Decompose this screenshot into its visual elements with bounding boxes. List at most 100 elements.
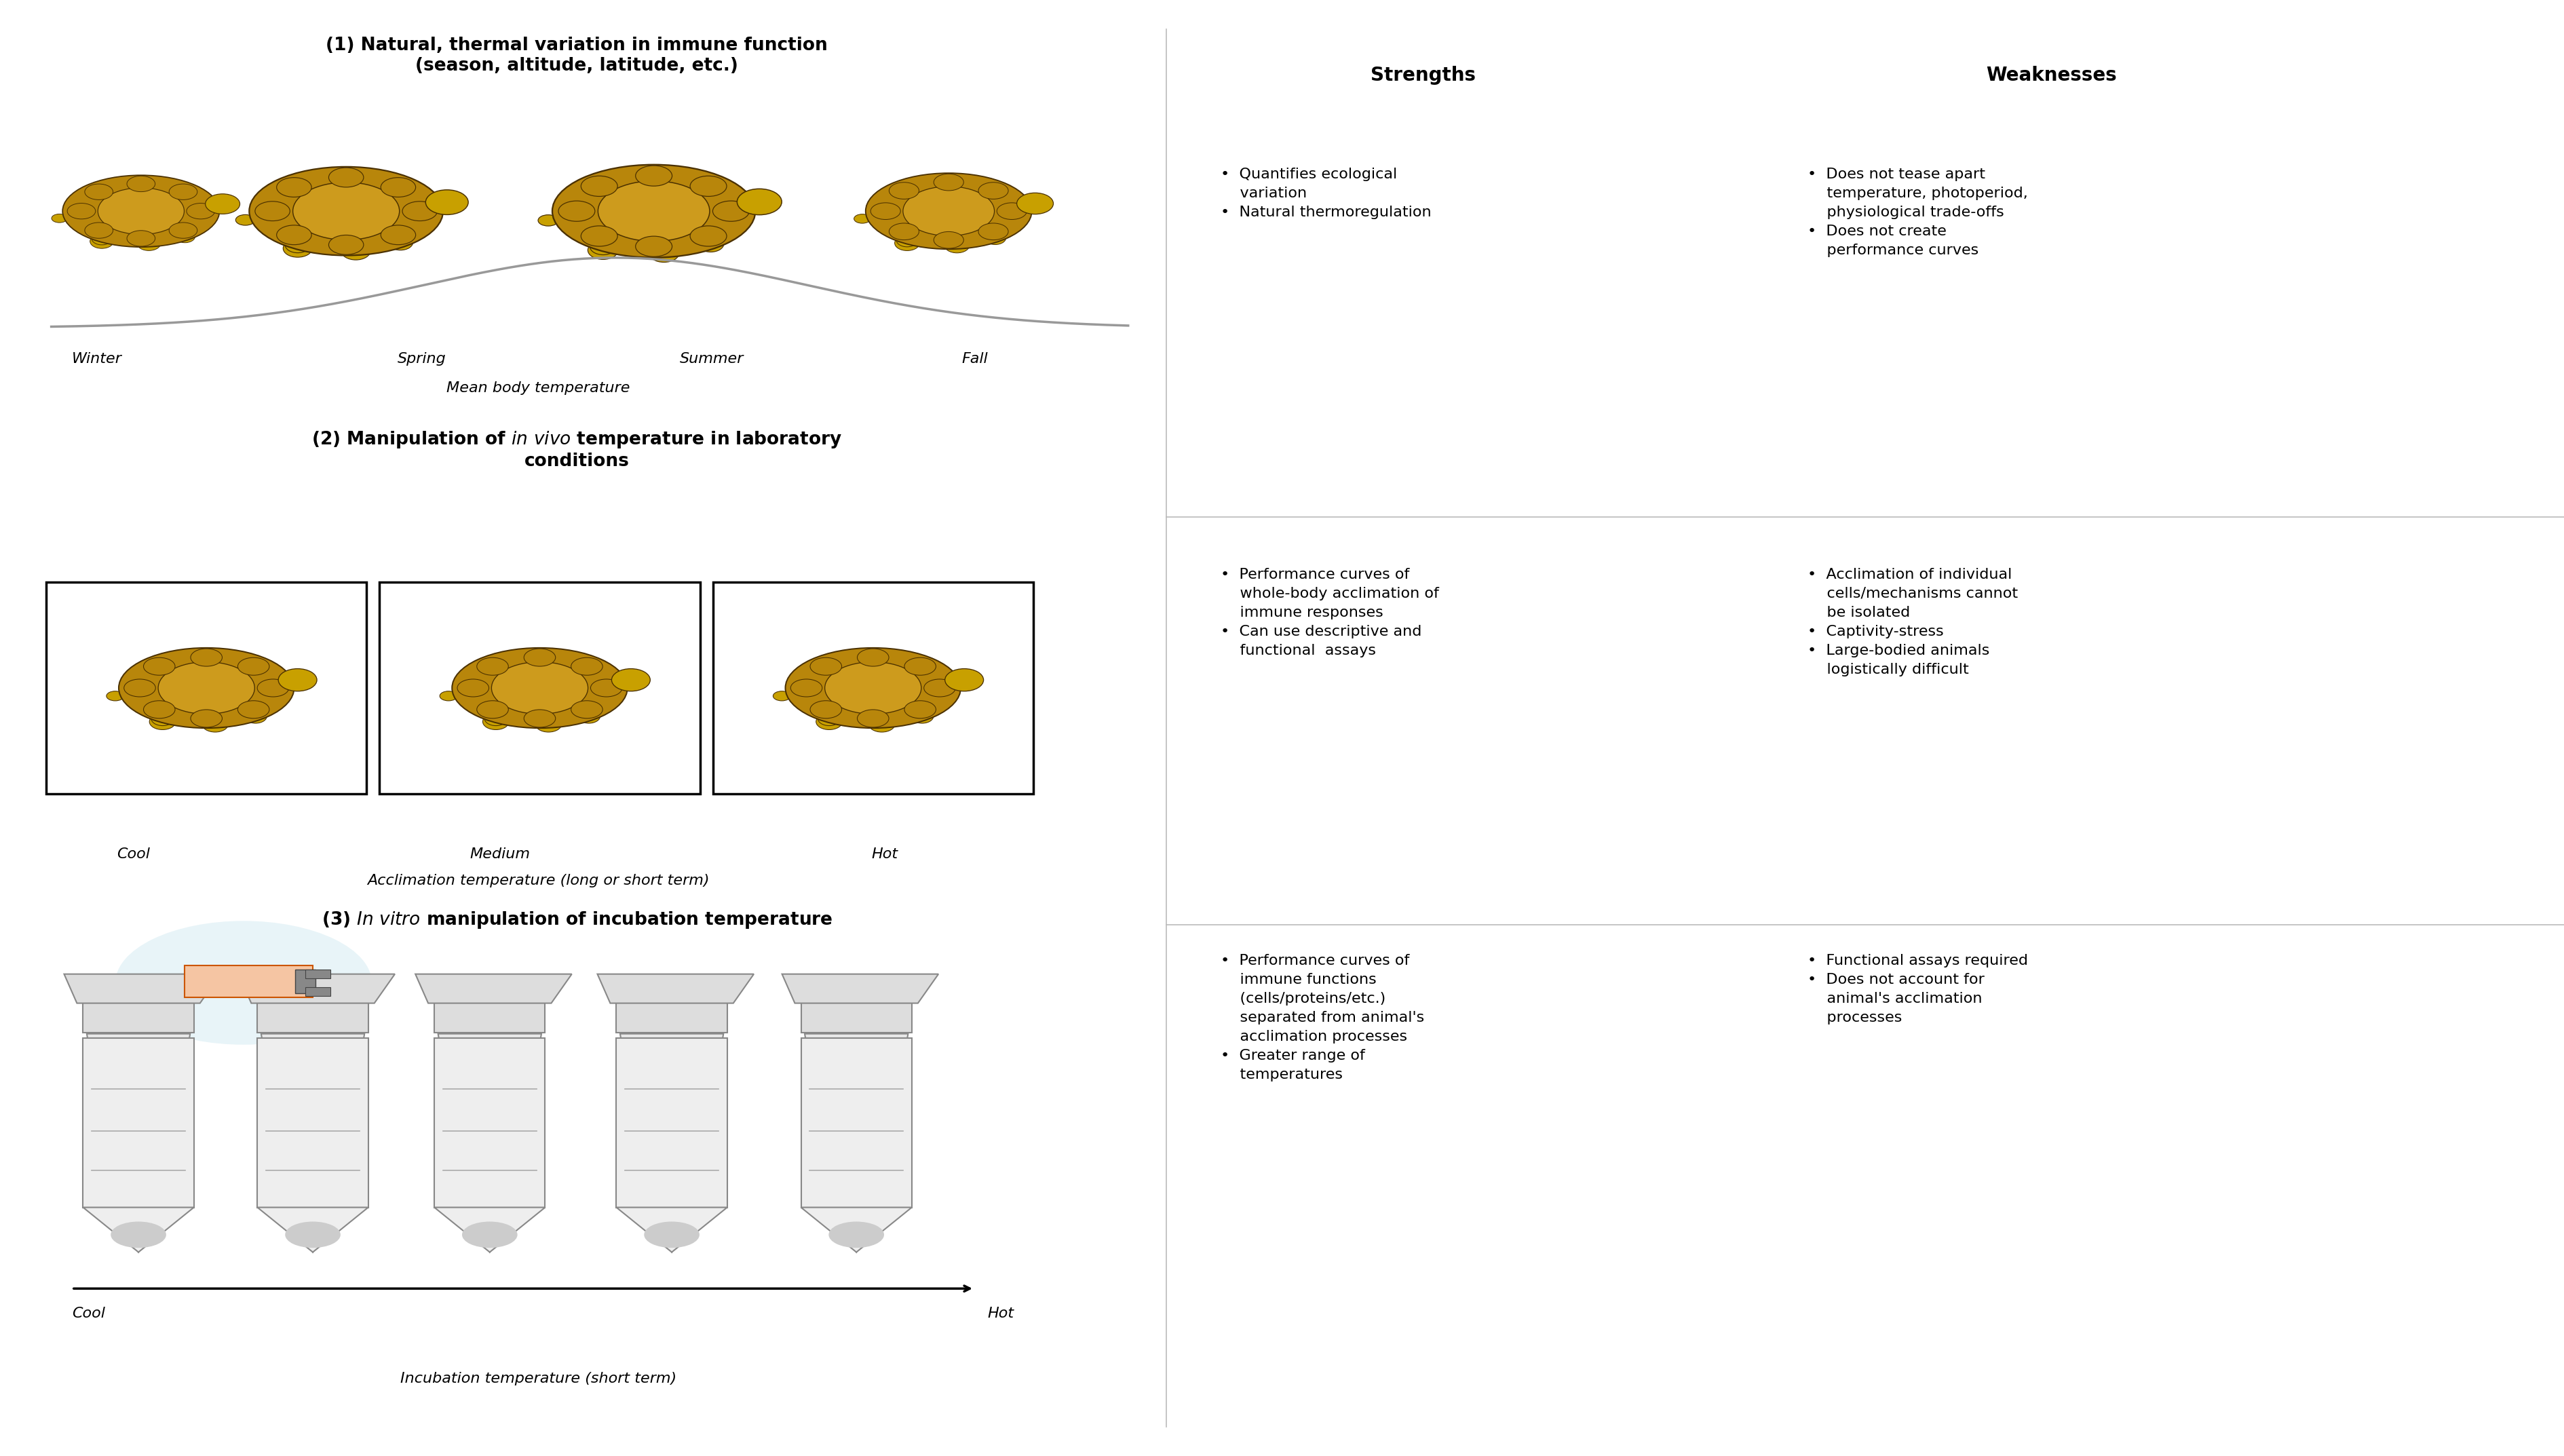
Ellipse shape — [636, 236, 672, 256]
Polygon shape — [438, 1034, 541, 1252]
Ellipse shape — [905, 658, 936, 676]
Text: Spring: Spring — [397, 352, 446, 365]
Ellipse shape — [572, 658, 603, 676]
Ellipse shape — [403, 201, 438, 221]
Ellipse shape — [818, 711, 841, 725]
Ellipse shape — [890, 223, 918, 240]
Bar — [800, 1038, 913, 1207]
Text: •  Performance curves of
    immune functions
    (cells/proteins/etc.)
    sepa: • Performance curves of immune functions… — [1220, 954, 1423, 1082]
Polygon shape — [805, 1034, 908, 1252]
Bar — [82, 1000, 195, 1032]
Ellipse shape — [523, 709, 556, 727]
Ellipse shape — [169, 183, 197, 199]
Ellipse shape — [790, 678, 823, 697]
Ellipse shape — [697, 236, 723, 252]
Bar — [305, 987, 331, 996]
Text: Hot: Hot — [987, 1306, 1013, 1321]
Ellipse shape — [485, 711, 508, 725]
Ellipse shape — [190, 709, 223, 727]
Text: Weaknesses: Weaknesses — [1985, 66, 2118, 84]
Ellipse shape — [644, 1222, 700, 1248]
Ellipse shape — [285, 237, 310, 253]
Ellipse shape — [890, 182, 918, 199]
Ellipse shape — [828, 1222, 885, 1248]
Text: Acclimation temperature (long or short term): Acclimation temperature (long or short t… — [367, 874, 710, 887]
Ellipse shape — [136, 236, 162, 250]
Ellipse shape — [923, 678, 956, 697]
Polygon shape — [433, 1207, 546, 1252]
Ellipse shape — [582, 226, 618, 246]
Ellipse shape — [67, 204, 95, 218]
Ellipse shape — [774, 692, 790, 700]
Ellipse shape — [872, 202, 900, 220]
Ellipse shape — [292, 182, 400, 240]
Bar — [615, 1000, 728, 1032]
Polygon shape — [87, 1034, 190, 1252]
Ellipse shape — [187, 204, 215, 218]
Ellipse shape — [826, 662, 920, 713]
Ellipse shape — [256, 678, 290, 697]
Ellipse shape — [110, 1222, 167, 1248]
Text: Strengths: Strengths — [1369, 66, 1477, 84]
Text: (2) Manipulation of $\mathit{in\ vivo}$ temperature in laboratory
conditions: (2) Manipulation of $\mathit{in\ vivo}$ … — [313, 430, 841, 470]
Ellipse shape — [441, 692, 456, 700]
Polygon shape — [256, 1207, 369, 1252]
Ellipse shape — [895, 236, 920, 250]
Ellipse shape — [92, 232, 113, 245]
Ellipse shape — [979, 182, 1008, 199]
Polygon shape — [262, 1034, 364, 1252]
Polygon shape — [415, 974, 572, 1003]
Ellipse shape — [538, 215, 559, 226]
Ellipse shape — [933, 232, 964, 249]
Text: Summer: Summer — [679, 352, 744, 365]
Ellipse shape — [382, 178, 415, 197]
Ellipse shape — [328, 167, 364, 188]
Ellipse shape — [944, 237, 969, 253]
Ellipse shape — [613, 668, 651, 692]
Ellipse shape — [577, 709, 600, 724]
Ellipse shape — [236, 214, 254, 226]
Ellipse shape — [97, 188, 185, 234]
Ellipse shape — [536, 716, 562, 732]
Polygon shape — [782, 974, 938, 1003]
Bar — [800, 1000, 913, 1032]
Bar — [295, 970, 315, 993]
Ellipse shape — [85, 223, 113, 239]
Ellipse shape — [169, 223, 197, 239]
Ellipse shape — [985, 232, 1005, 245]
Ellipse shape — [387, 234, 413, 250]
Ellipse shape — [482, 713, 510, 729]
Ellipse shape — [736, 189, 782, 215]
Ellipse shape — [149, 713, 177, 729]
Ellipse shape — [254, 201, 290, 221]
Ellipse shape — [249, 167, 444, 255]
Ellipse shape — [62, 175, 221, 248]
Ellipse shape — [785, 648, 962, 728]
Polygon shape — [615, 1207, 728, 1252]
Ellipse shape — [108, 692, 123, 700]
Ellipse shape — [997, 202, 1026, 220]
Text: (3) $\mathit{In\ vitro}$ manipulation of incubation temperature: (3) $\mathit{In\ vitro}$ manipulation of… — [320, 910, 833, 930]
Ellipse shape — [203, 716, 228, 732]
Text: •  Acclimation of individual
    cells/mechanisms cannot
    be isolated
•  Capt: • Acclimation of individual cells/mechan… — [1808, 568, 2018, 677]
Ellipse shape — [810, 700, 841, 718]
Ellipse shape — [238, 658, 269, 676]
Ellipse shape — [856, 709, 890, 727]
Bar — [256, 1038, 369, 1207]
Ellipse shape — [649, 243, 679, 262]
Ellipse shape — [1018, 192, 1054, 214]
Ellipse shape — [115, 920, 372, 1045]
Bar — [256, 1000, 369, 1032]
Ellipse shape — [123, 678, 156, 697]
Text: Cool: Cool — [118, 847, 149, 860]
Ellipse shape — [282, 239, 313, 258]
Ellipse shape — [903, 186, 995, 236]
Ellipse shape — [559, 201, 595, 221]
Ellipse shape — [205, 194, 241, 214]
Text: Cool: Cool — [72, 1306, 105, 1321]
Ellipse shape — [277, 178, 310, 197]
Text: Medium: Medium — [469, 847, 531, 860]
Ellipse shape — [551, 165, 756, 258]
Polygon shape — [597, 974, 754, 1003]
Ellipse shape — [810, 658, 841, 676]
